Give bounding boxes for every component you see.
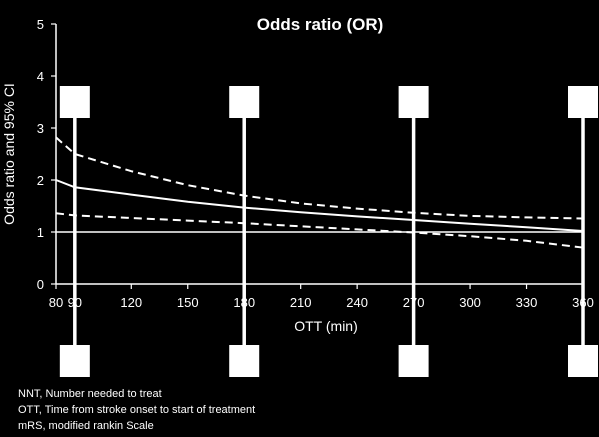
x-tick-label: 240	[346, 295, 368, 310]
plot-area: 0123458090120150180210240270300330360	[37, 17, 598, 377]
ci-line-2	[55, 212, 584, 249]
x-tick-label: 330	[516, 295, 538, 310]
y-tick-label: 3	[37, 121, 44, 136]
marker-top-square	[229, 86, 260, 118]
x-tick-label: 150	[177, 295, 199, 310]
footnote-nnt: NNT, Number needed to treat	[18, 388, 162, 400]
marker-bottom-square	[398, 345, 429, 377]
marker-top-square	[568, 86, 598, 118]
marker-bottom-square	[59, 345, 90, 377]
ci-line-1	[55, 136, 584, 220]
y-tick-label: 4	[37, 69, 44, 84]
marker-top-square	[398, 86, 429, 118]
y-tick-label: 5	[37, 17, 44, 32]
marker-bottom-square	[568, 345, 598, 377]
or-line	[55, 179, 584, 232]
x-tick-label: 80	[49, 295, 63, 310]
marker-bottom-square	[229, 345, 260, 377]
chart-title: Odds ratio (OR)	[257, 15, 384, 34]
footnote-ott: OTT, Time from stroke onset to start of …	[18, 404, 256, 416]
x-tick-label: 120	[120, 295, 142, 310]
marker-top-square	[59, 86, 90, 118]
y-tick-label: 2	[37, 173, 44, 188]
y-tick-label: 1	[37, 225, 44, 240]
x-axis-label: OTT (min)	[294, 318, 358, 334]
x-tick-label: 210	[290, 295, 312, 310]
x-tick-label: 300	[459, 295, 481, 310]
y-axis-label: Odds ratio and 95% CI	[1, 83, 17, 225]
footnote-mrs: mRS, modified rankin Scale	[18, 420, 154, 432]
y-tick-label: 0	[37, 277, 44, 292]
